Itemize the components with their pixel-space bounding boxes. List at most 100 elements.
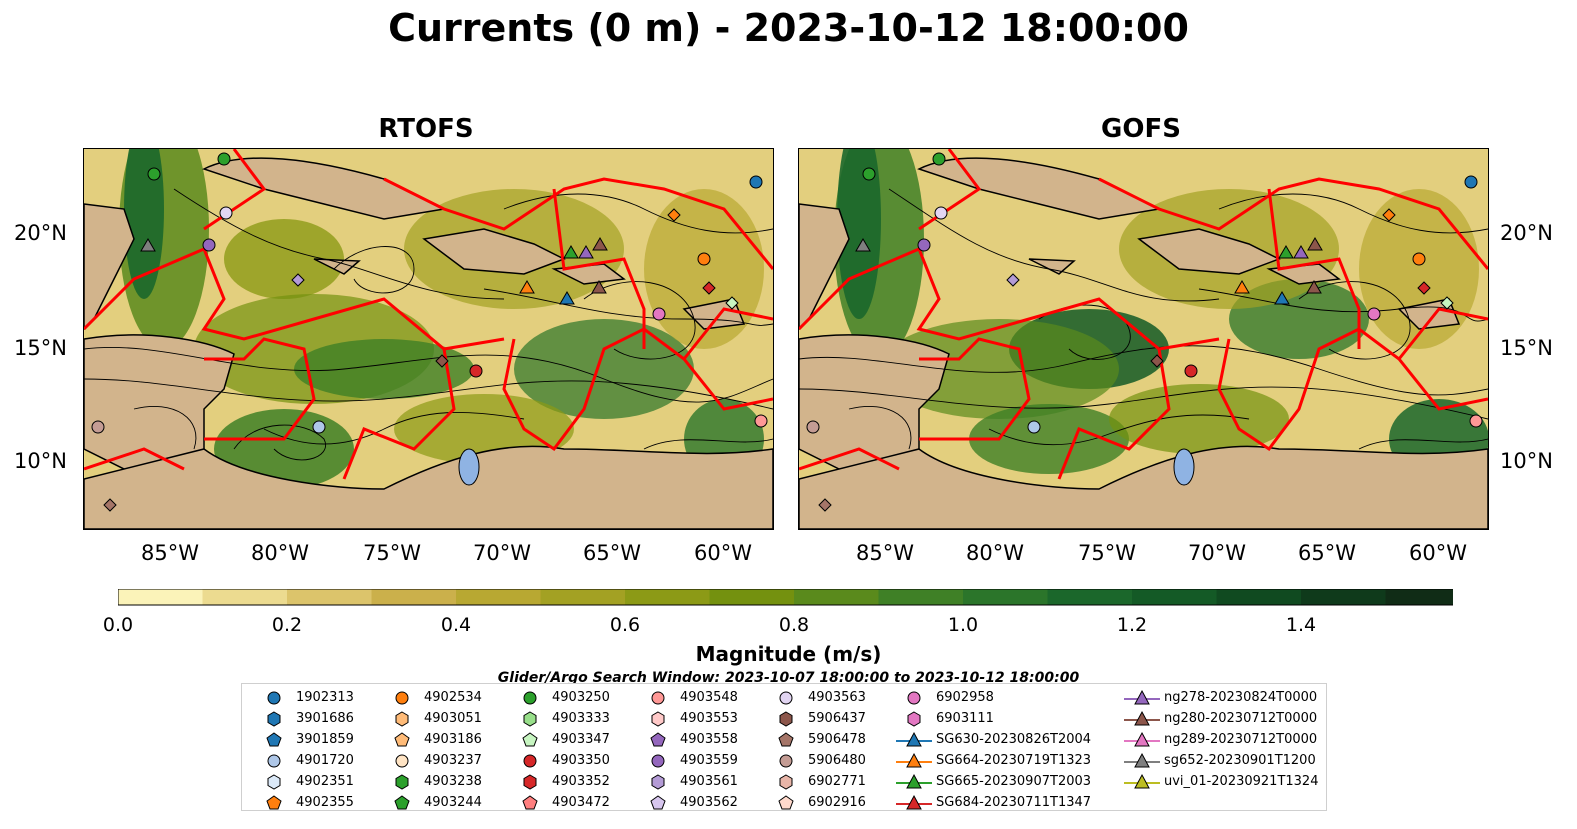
- legend-label: 4903347: [552, 732, 610, 747]
- legend-label: 4903561: [680, 774, 738, 789]
- legend-marker-icon: [650, 795, 666, 810]
- legend-marker-icon: [1124, 710, 1160, 726]
- legend-label: 4901720: [296, 753, 354, 768]
- float-markers: [806, 152, 1483, 512]
- eez-boundaries: [799, 149, 1488, 480]
- glider-markers: [140, 237, 608, 305]
- lat-tick-20n-left: 20°N: [14, 221, 67, 245]
- legend-label: 4903563: [808, 690, 866, 705]
- legend-label: 4903350: [552, 753, 610, 768]
- colorbar-segment: [1385, 589, 1453, 605]
- legend-marker-icon: [267, 774, 281, 790]
- lat-tick-10n-right: 10°N: [1500, 449, 1553, 473]
- legend-label: SG664-20230719T1323: [936, 753, 1092, 768]
- panel-title-gofs: GOFS: [1101, 114, 1181, 144]
- legend-marker-icon: [650, 732, 666, 747]
- lon-tick-65w-right: 65°W: [1298, 541, 1356, 565]
- colorbar-segment: [540, 589, 626, 605]
- colorbar-segment: [202, 589, 288, 605]
- legend-marker-icon: [523, 711, 537, 727]
- legend-label: 5906480: [808, 753, 866, 768]
- legend-marker-icon: [651, 754, 665, 768]
- legend: 1902313 3901686 3901859 4901720 4902351 49023…: [241, 683, 1327, 811]
- legend-label: 4903559: [680, 753, 738, 768]
- colorbar-segment: [794, 589, 879, 605]
- legend-label: 4903553: [680, 711, 738, 726]
- legend-marker-icon: [778, 795, 794, 810]
- lon-tick-65w-left: 65°W: [583, 541, 641, 565]
- legend-label: sg652-20230901T1200: [1164, 753, 1316, 768]
- colorbar-segment: [709, 589, 795, 605]
- lon-tick-60w-right: 60°W: [1409, 541, 1467, 565]
- legend-label: 6903111: [936, 711, 994, 726]
- lat-tick-10n-left: 10°N: [14, 449, 67, 473]
- legend-label: 4903472: [552, 795, 610, 810]
- colorbar-tick-0: 0.0: [102, 614, 134, 636]
- legend-marker-icon: [1124, 731, 1160, 747]
- lon-tick-70w-left: 70°W: [473, 541, 531, 565]
- legend-marker-icon: [522, 795, 538, 810]
- map-panel-gofs[interactable]: [798, 148, 1489, 530]
- map-panel-rtofs[interactable]: [83, 148, 774, 530]
- legend-label: 1902313: [296, 690, 354, 705]
- legend-label: 4903562: [680, 795, 738, 810]
- legend-marker-icon: [394, 795, 410, 810]
- colorbar-tick-2: 0.4: [440, 614, 472, 636]
- legend-label: 4902355: [296, 795, 354, 810]
- legend-label: 6902916: [808, 795, 866, 810]
- float-markers: [91, 152, 768, 512]
- legend-label: 4903352: [552, 774, 610, 789]
- legend-label: ng289-20230712T0000: [1164, 732, 1318, 747]
- colorbar-label: Magnitude (m/s): [695, 642, 882, 666]
- colorbar-tick-1: 0.2: [271, 614, 303, 636]
- legend-marker-icon: [395, 691, 409, 705]
- lat-tick-20n-right: 20°N: [1500, 221, 1553, 245]
- colorbar: [118, 589, 1453, 606]
- legend-marker-icon: [907, 711, 921, 727]
- legend-marker-icon: [395, 754, 409, 768]
- legend-label: ng278-20230824T0000: [1164, 690, 1318, 705]
- colorbar-segment: [878, 589, 964, 605]
- legend-marker-icon: [523, 774, 537, 790]
- colorbar-tick-7: 1.4: [1285, 614, 1317, 636]
- colorbar-tick-3: 0.6: [609, 614, 641, 636]
- legend-marker-icon: [1124, 752, 1160, 768]
- lake-maracaibo: [1173, 448, 1195, 486]
- lon-tick-60w-left: 60°W: [694, 541, 752, 565]
- legend-marker-icon: [651, 691, 665, 705]
- current-streamlines: [799, 188, 1488, 450]
- legend-marker-icon: [651, 774, 665, 790]
- legend-marker-icon: [266, 732, 282, 747]
- legend-label: 4902351: [296, 774, 354, 789]
- lon-tick-85w-right: 85°W: [856, 541, 914, 565]
- lon-tick-70w-right: 70°W: [1188, 541, 1246, 565]
- legend-label: 5906437: [808, 711, 866, 726]
- lat-tick-15n-right: 15°N: [1500, 336, 1553, 360]
- legend-label: 4903186: [424, 732, 482, 747]
- legend-marker-icon: [394, 732, 410, 747]
- legend-marker-icon: [651, 711, 665, 727]
- legend-label: SG665-20230907T2003: [936, 774, 1092, 789]
- legend-marker-icon: [1124, 689, 1160, 705]
- colorbar-tick-4: 0.8: [778, 614, 810, 636]
- legend-label: uvi_01-20230921T1324: [1164, 774, 1319, 789]
- legend-label: 5906478: [808, 732, 866, 747]
- legend-marker-icon: [266, 795, 282, 810]
- legend-marker-icon: [779, 774, 793, 790]
- figure-title: Currents (0 m) - 2023-10-12 18:00:00: [388, 6, 1189, 50]
- legend-label: 4902534: [424, 690, 482, 705]
- lat-tick-15n-left: 15°N: [14, 336, 67, 360]
- legend-marker-icon: [896, 773, 932, 789]
- legend-marker-icon: [896, 752, 932, 768]
- legend-label: 4903051: [424, 711, 482, 726]
- current-streamlines: [84, 188, 773, 461]
- legend-marker-icon: [395, 774, 409, 790]
- current-magnitude-field: [119, 149, 764, 489]
- legend-marker-icon: [267, 711, 281, 727]
- search-window-text: Glider/Argo Search Window: 2023-10-07 18…: [497, 670, 1080, 686]
- legend-marker-icon: [395, 711, 409, 727]
- lon-tick-80w-right: 80°W: [966, 541, 1024, 565]
- legend-marker-icon: [779, 711, 793, 727]
- legend-label: 4903244: [424, 795, 482, 810]
- colorbar-segment: [1132, 589, 1217, 605]
